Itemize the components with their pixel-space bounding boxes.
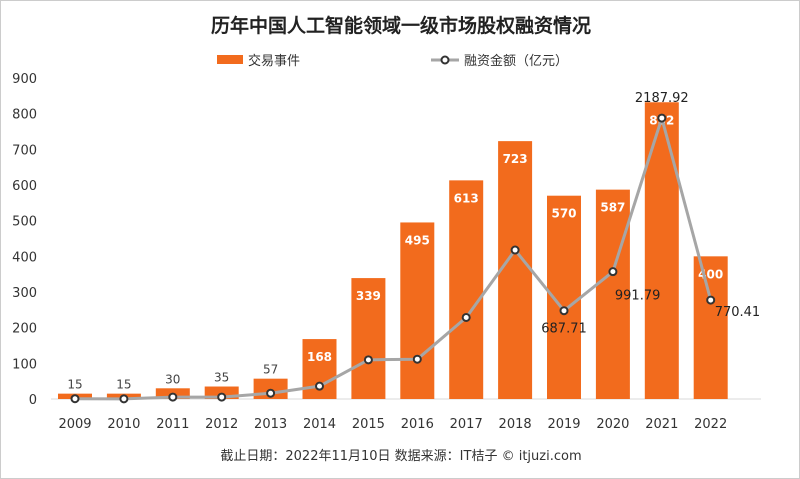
- amount-point: [70, 394, 80, 404]
- y-tick-label: 0: [29, 393, 37, 408]
- amount-point: [266, 388, 276, 398]
- amount-point: [363, 355, 373, 365]
- y-tick-label: 100: [12, 357, 37, 372]
- x-tick-label: 2022: [694, 417, 727, 432]
- amount-value-label: 2187.92: [635, 91, 689, 106]
- x-tick-label: 2012: [205, 417, 238, 432]
- y-tick-label: 300: [12, 286, 37, 301]
- y-tick-label: 400: [12, 250, 37, 265]
- amount-point: [168, 392, 178, 402]
- y-tick-label: 200: [12, 322, 37, 337]
- amount-point: [706, 295, 716, 305]
- legend-bar: 交易事件: [217, 50, 300, 69]
- x-tick-label: 2015: [352, 417, 385, 432]
- x-tick-label: 2010: [107, 417, 140, 432]
- x-tick-label: 2014: [303, 417, 336, 432]
- x-tick-label: 2021: [645, 417, 678, 432]
- legend-line-label: 融资金额（亿元）: [464, 54, 569, 69]
- x-tick-label: 2009: [58, 417, 91, 432]
- bar: [400, 222, 435, 399]
- amount-point: [510, 245, 520, 255]
- legend-line: 融资金额（亿元）: [431, 50, 568, 69]
- amount-point: [119, 394, 129, 404]
- bar-value-label: 15: [116, 378, 131, 392]
- footer-note: 截止日期：2022年11月10日 数据来源：IT桔子 © itjuzi.com: [220, 449, 582, 464]
- bar-value-label: 495: [405, 233, 430, 247]
- bar: [351, 278, 386, 399]
- bar-value-label: 339: [356, 289, 381, 303]
- bar: [498, 141, 533, 399]
- bar-value-label: 570: [551, 207, 576, 221]
- bar-value-label: 168: [307, 350, 332, 364]
- x-tick-label: 2019: [547, 417, 580, 432]
- chart-title: 历年中国人工智能领域一级市场股权融资情况: [210, 15, 591, 37]
- y-tick-label: 600: [12, 179, 37, 194]
- bar: [693, 256, 728, 399]
- amount-point: [217, 392, 227, 402]
- x-tick-label: 2013: [254, 417, 287, 432]
- x-tick-label: 2017: [450, 417, 483, 432]
- bar: [644, 102, 679, 400]
- amount-point: [559, 306, 569, 316]
- amount-point: [608, 267, 618, 277]
- amount-point: [315, 381, 324, 391]
- amount-point: [461, 312, 471, 322]
- legend-line-swatch: [431, 55, 459, 64]
- amount-value-label: 687.71: [541, 322, 587, 337]
- bar-value-label: 35: [214, 371, 229, 385]
- x-tick-label: 2020: [596, 417, 629, 432]
- bar-value-label: 15: [67, 378, 82, 392]
- legend-bar-swatch: [217, 55, 243, 64]
- bar-value-label: 30: [165, 372, 180, 386]
- x-tick-label: 2018: [499, 417, 532, 432]
- x-tick-label: 2011: [156, 417, 189, 432]
- y-tick-label: 700: [12, 143, 37, 158]
- bar: [595, 189, 630, 399]
- bar-value-label: 613: [454, 191, 479, 205]
- amount-point: [657, 113, 667, 123]
- y-tick-label: 900: [12, 72, 37, 87]
- y-tick-label: 500: [12, 215, 37, 230]
- y-tick-label: 800: [12, 108, 37, 123]
- amount-line: [74, 116, 713, 401]
- legend-bar-label: 交易事件: [248, 54, 301, 69]
- amount-value-label: 770.41: [715, 305, 761, 320]
- bar-value-label: 587: [600, 201, 625, 215]
- bar-value-label: 723: [503, 152, 528, 166]
- amount-value-label: 991.79: [615, 289, 661, 304]
- bar-value-label: 57: [263, 363, 278, 377]
- x-tick-label: 2016: [401, 417, 434, 432]
- bar: [449, 180, 484, 399]
- amount-point: [412, 354, 422, 364]
